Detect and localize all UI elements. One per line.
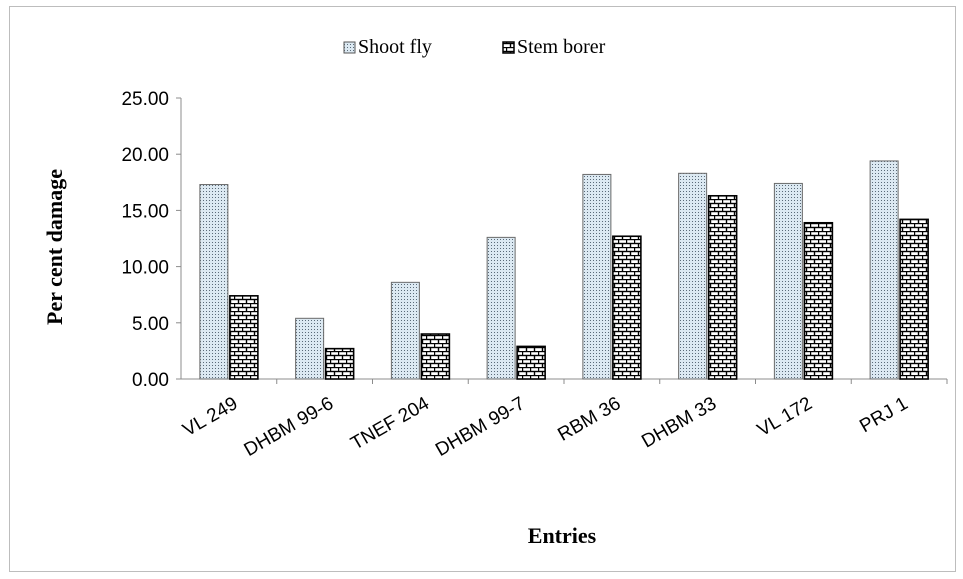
bar-stem-borer: [707, 194, 738, 380]
bar-shoot-fly: [199, 184, 229, 380]
x-tick-label: DHBM 33: [638, 393, 720, 452]
bar-stem-borer: [229, 295, 259, 380]
y-tick-label: 20.00: [121, 145, 169, 166]
y-tick-label: 10.00: [121, 258, 169, 279]
bar-stem-borer: [803, 221, 834, 380]
bar-shoot-fly: [582, 173, 612, 380]
bar-shoot-fly: [390, 281, 420, 380]
bar-shoot-fly: [678, 172, 708, 380]
bar-shoot-fly: [869, 160, 899, 380]
y-tick-label: 0.00: [132, 370, 169, 391]
bar-stem-borer: [420, 333, 451, 380]
bar-stem-borer: [612, 235, 642, 380]
y-tick-label: 5.00: [132, 314, 169, 335]
x-tick-label: DHBM 99-7: [432, 393, 528, 461]
legend-label-shoot-fly: Shoot fly: [358, 36, 432, 58]
bar-chart: Shoot fly Stem borer 0.00 5.00 10.00 15.00 2…: [42, 36, 948, 548]
bar-shoot-fly: [773, 182, 803, 380]
bar-stem-borer: [516, 345, 546, 380]
bar-shoot-fly: [486, 236, 516, 380]
legend: Shoot fly Stem borer: [343, 36, 606, 58]
y-tick-label: 25.00: [121, 89, 169, 110]
chart-frame: Shoot fly Stem borer 0.00 5.00 10.00 15.00 2…: [9, 6, 956, 572]
legend-label-stem-borer: Stem borer: [517, 36, 606, 58]
bars: [199, 160, 929, 380]
bar-stem-borer: [324, 347, 355, 380]
x-tick-label: PRJ 1: [856, 393, 911, 437]
x-tick-label: DHBM 99-6: [241, 393, 337, 461]
y-axis-title: Per cent damage: [42, 169, 67, 325]
bar-shoot-fly: [295, 317, 325, 380]
legend-swatch-shoot-fly: [343, 41, 356, 54]
x-tick-label: TNEF 204: [347, 393, 433, 455]
x-axis-title: Entries: [528, 523, 597, 548]
x-tick-label: RBM 36: [554, 393, 624, 446]
bar-stem-borer: [899, 218, 929, 380]
legend-swatch-stem-borer: [502, 41, 515, 54]
x-tick-label: VL 172: [754, 393, 816, 441]
y-axis: 0.00 5.00 10.00 15.00 20.00 25.00: [121, 89, 182, 391]
y-tick-label: 15.00: [121, 201, 169, 222]
x-tick-label: VL 249: [179, 393, 241, 441]
x-tick-labels: VL 249 DHBM 99-6 TNEF 204 DHBM 99-7 RBM 36 DH…: [179, 393, 911, 461]
